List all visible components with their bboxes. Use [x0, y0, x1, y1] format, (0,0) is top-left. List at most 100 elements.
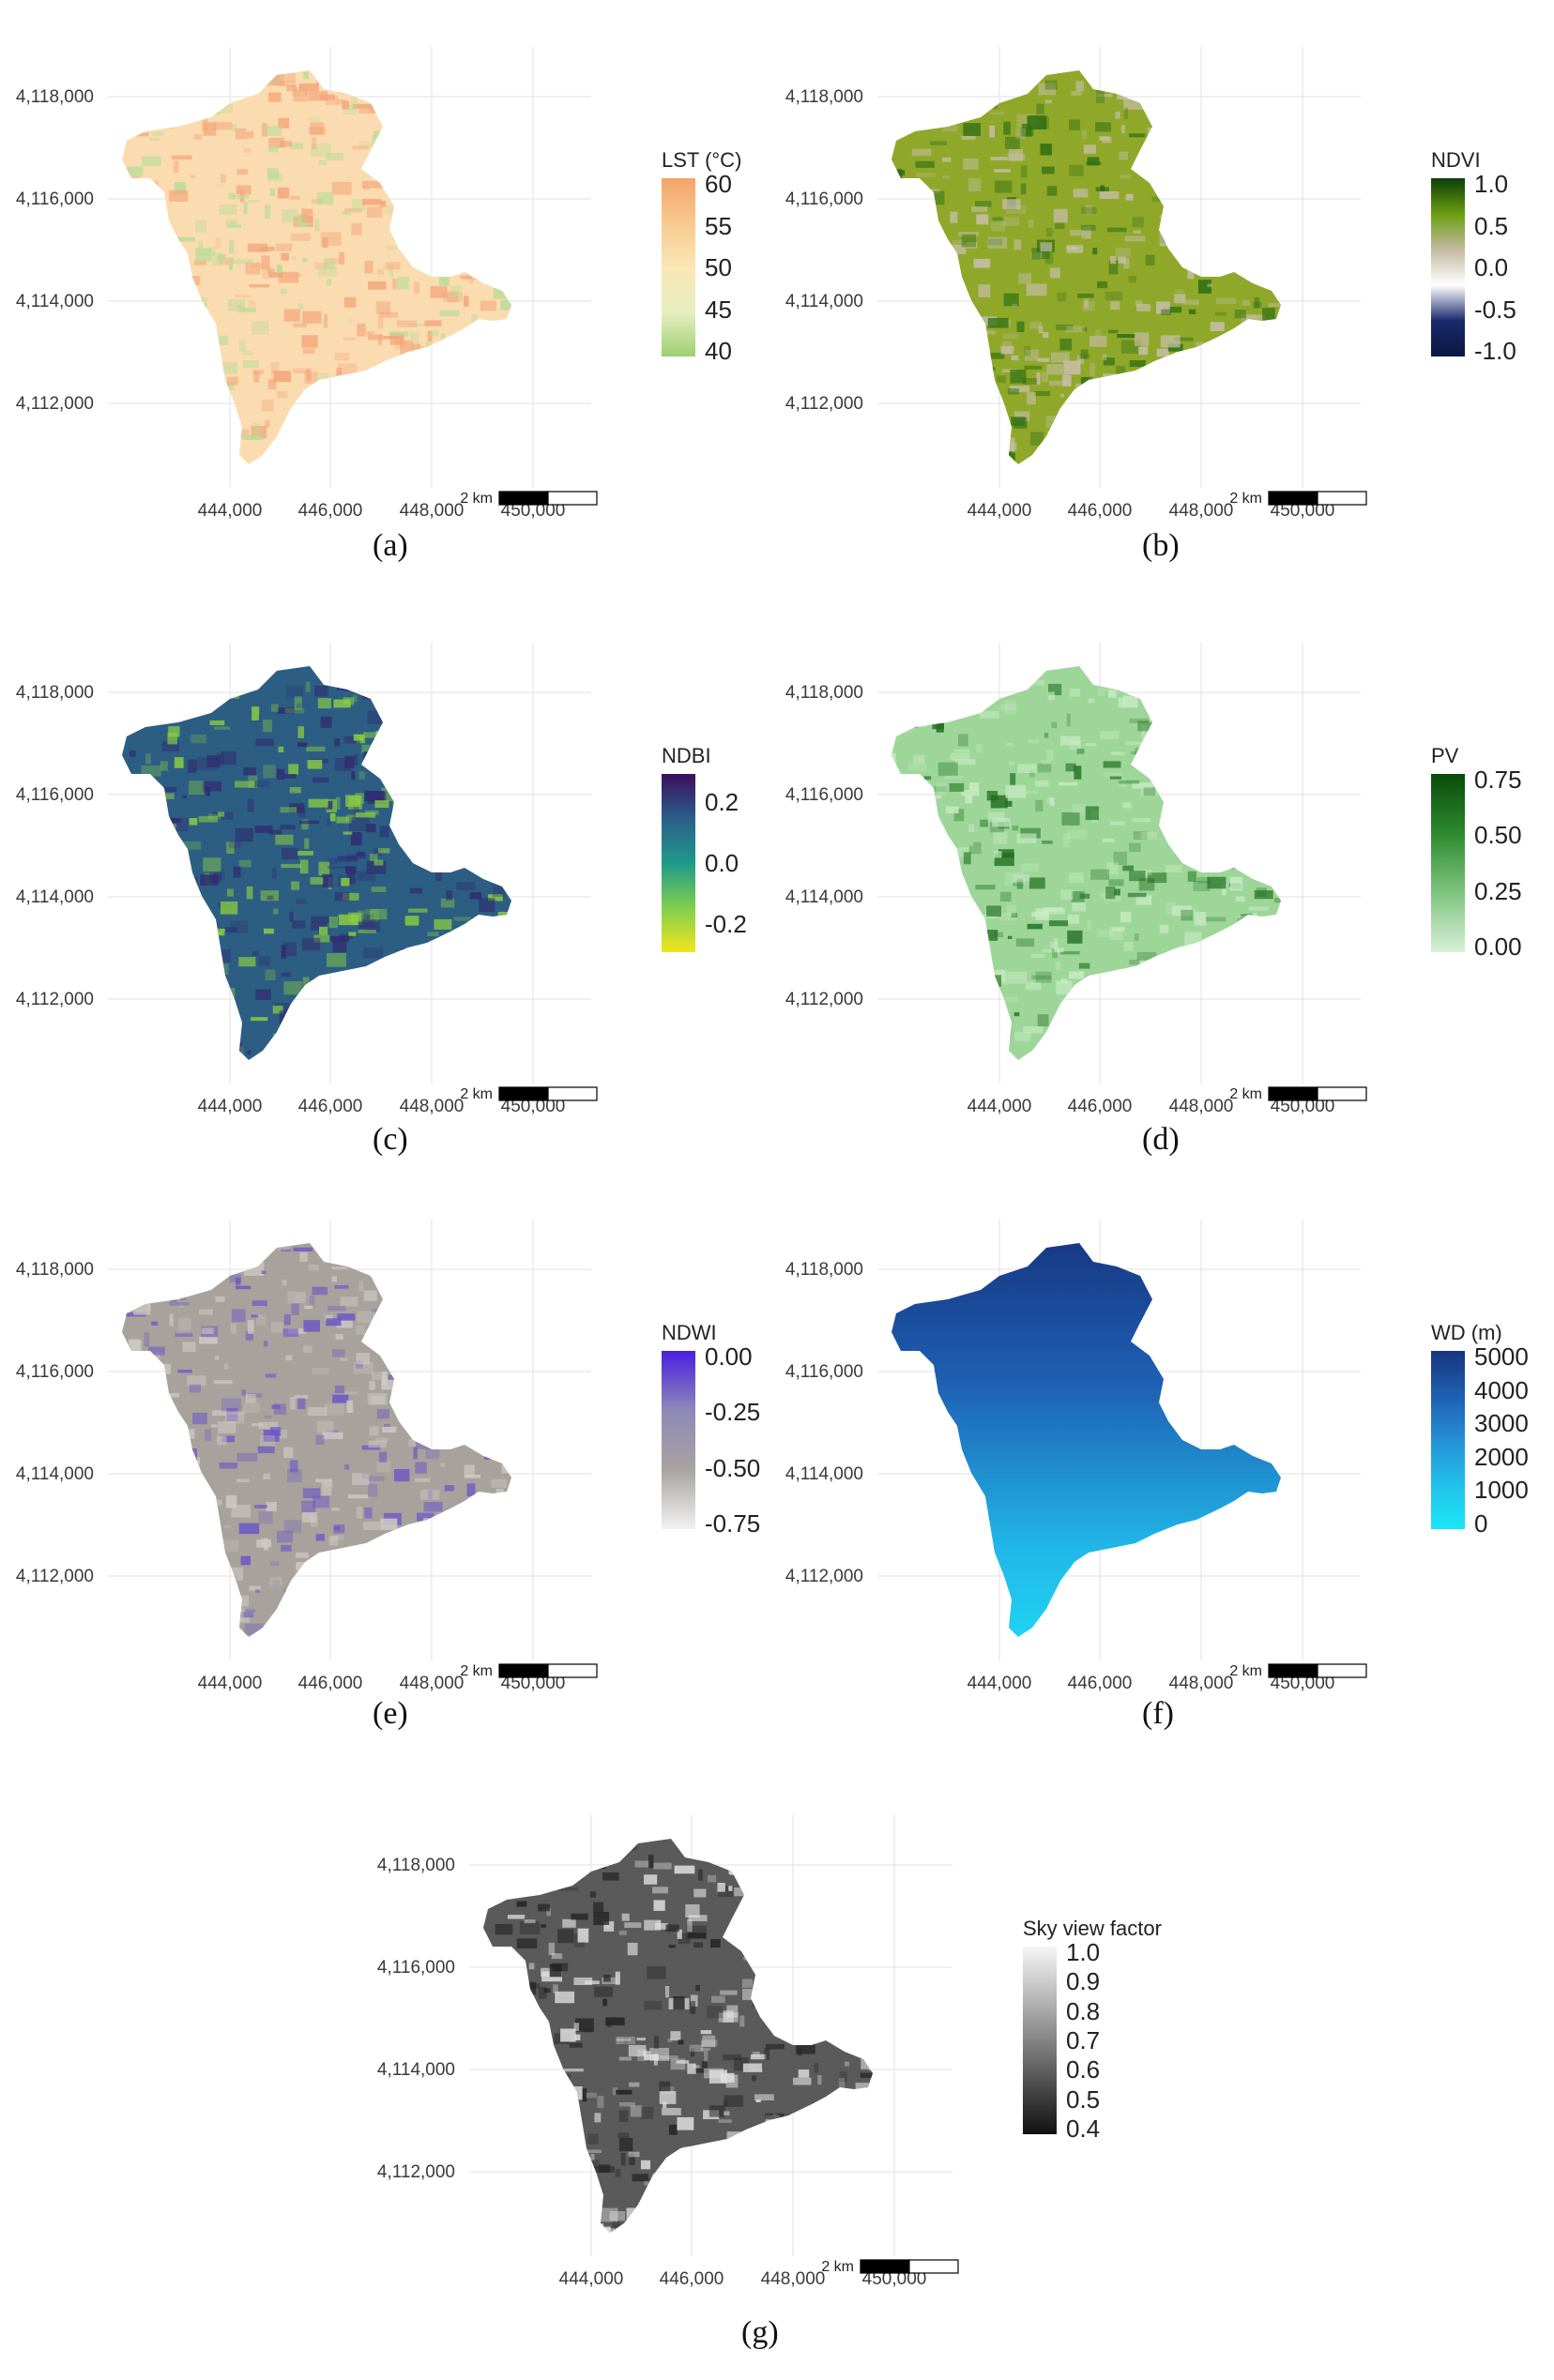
legend-color-bar [662, 774, 695, 952]
x-tick-label: 444,000 [967, 1674, 1032, 1693]
scale-bar: 2 km [460, 491, 598, 507]
y-tick-label: 4,114,000 [377, 2060, 455, 2080]
legend-title: LST (°C) [662, 148, 742, 172]
map-plot-b: 4,118,000 4,116,000 4,114,000 4,112,000 444,… [785, 47, 1367, 521]
y-tick-label: 4,116,000 [785, 785, 863, 805]
map-plot-f: 4,118,000 4,116,000 4,114,000 4,112,000 444,… [785, 1220, 1367, 1693]
legend-c: NDBI 0.2 0.0 -0.2 [662, 744, 747, 952]
y-tick-label: 4,112,000 [785, 1567, 863, 1586]
y-tick-label: 4,118,000 [16, 683, 94, 703]
y-tick-label: 4,116,000 [785, 1362, 863, 1382]
legend-label: 0.2 [705, 788, 739, 816]
legend-title: NDWI [662, 1321, 717, 1344]
y-tick-label: 4,116,000 [16, 1362, 94, 1382]
y-tick-label: 4,114,000 [785, 1464, 863, 1484]
x-tick-label: 450,000 [1271, 501, 1335, 521]
x-tick-label: 450,000 [862, 2269, 927, 2289]
scale-bar-label: 2 km [460, 1086, 493, 1102]
map-raster-e [122, 1243, 511, 1637]
legend-label: 0.8 [1066, 1996, 1101, 2025]
legend-label: -1.0 [1474, 337, 1516, 365]
x-tick-label: 450,000 [501, 501, 566, 521]
y-tick-label: 4,112,000 [16, 1567, 94, 1586]
y-tick-label: 4,112,000 [377, 2162, 455, 2182]
y-tick-label: 4,118,000 [785, 1260, 863, 1280]
legend-label: 0.5 [1066, 2084, 1101, 2114]
legend-color-bar [1431, 178, 1465, 356]
legend-label: 0.5 [1474, 211, 1509, 240]
map-panel-e: 4,118,000 4,116,000 4,114,000 4,112,000 444,… [0, 1210, 760, 1773]
map-raster-d [891, 666, 1281, 1060]
map-plot-e: 4,118,000 4,116,000 4,114,000 4,112,000 444,… [16, 1220, 598, 1693]
map-raster-g [483, 1839, 873, 2233]
legend-label: 50 [705, 253, 732, 281]
x-tick-label: 450,000 [501, 1674, 566, 1693]
legend-title: NDBI [662, 744, 711, 767]
legend-label: 1.0 [1474, 170, 1509, 198]
scale-bar: 2 km [460, 1086, 598, 1102]
legend-label: 0.6 [1066, 2055, 1101, 2084]
x-tick-label: 444,000 [198, 501, 263, 521]
legend-title: PV [1431, 744, 1459, 767]
panel-caption-c: (c) [373, 1122, 408, 1157]
legend-label: 45 [705, 295, 732, 324]
map-plot-d: 4,118,000 4,116,000 4,114,000 4,112,000 444,… [785, 643, 1367, 1116]
map-panel-a: 4,118,000 4,116,000 4,114,000 4,112,000 444,… [0, 38, 741, 600]
x-tick-label: 444,000 [967, 1097, 1032, 1116]
y-tick-label: 4,118,000 [16, 87, 94, 107]
x-tick-label: 448,000 [400, 501, 465, 521]
legend-b: NDVI 1.0 0.5 0.0 -0.5 -1.0 [1431, 148, 1516, 363]
x-tick-label: 444,000 [198, 1097, 263, 1116]
y-tick-label: 4,114,000 [16, 1464, 94, 1484]
legend-f: WD (m) 5000 4000 3000 2000 1000 0 [1431, 1321, 1529, 1536]
panel-caption-g: (g) [741, 2315, 779, 2350]
legend-title: Sky view factor [1023, 1917, 1162, 1940]
legend-title: WD (m) [1431, 1321, 1502, 1344]
scale-bar: 2 km [460, 1663, 598, 1679]
map-panel-g: 4,118,000 4,116,000 4,114,000 4,112,000 444,… [361, 1806, 1162, 2369]
x-tick-label: 450,000 [1271, 1097, 1335, 1116]
legend-label: 0 [1474, 1509, 1488, 1538]
legend-a: LST (°C) 60 55 50 45 40 [662, 148, 742, 363]
y-tick-label: 4,118,000 [377, 1856, 455, 1875]
y-tick-label: 4,118,000 [16, 1260, 94, 1280]
scale-bar-label: 2 km [460, 491, 493, 507]
x-tick-label: 448,000 [761, 2269, 826, 2289]
scale-bar-label: 2 km [821, 2259, 854, 2275]
map-plot-c: 4,118,000 4,116,000 4,114,000 4,112,000 444,… [16, 643, 598, 1116]
legend-color-bar [1431, 1351, 1465, 1529]
legend-color-bar [662, 1351, 695, 1529]
scale-bar-label: 2 km [1229, 491, 1262, 507]
legend-g: Sky view factor 1.0 0.9 0.8 0.7 0.6 0.5 0.4 [1023, 1917, 1162, 2141]
x-tick-label: 448,000 [1169, 501, 1234, 521]
x-tick-label: 448,000 [1169, 1097, 1234, 1116]
x-tick-label: 448,000 [400, 1097, 465, 1116]
x-tick-label: 448,000 [400, 1674, 465, 1693]
legend-label: 5000 [1474, 1342, 1529, 1371]
legend-label: -0.50 [705, 1453, 761, 1482]
legend-label: 0.75 [1474, 766, 1522, 794]
legend-label: -0.5 [1474, 295, 1516, 324]
legend-label: 60 [705, 170, 732, 198]
x-tick-label: 446,000 [298, 1097, 363, 1116]
y-tick-label: 4,114,000 [785, 887, 863, 907]
scale-bar: 2 km [1229, 491, 1367, 507]
y-tick-label: 4,118,000 [785, 683, 863, 703]
scale-bar: 2 km [821, 2259, 959, 2275]
y-tick-label: 4,112,000 [16, 990, 94, 1009]
scale-bar-label: 2 km [1229, 1663, 1262, 1679]
legend-label: 0.00 [705, 1342, 753, 1371]
map-panel-b: 4,118,000 4,116,000 4,114,000 4,112,000 444,… [769, 38, 1516, 600]
panel-caption-a: (a) [373, 528, 408, 563]
legend-label: 0.50 [1474, 821, 1522, 850]
panel-caption-f: (f) [1142, 1696, 1174, 1731]
y-tick-label: 4,116,000 [785, 189, 863, 209]
legend-label: 40 [705, 337, 732, 365]
y-tick-label: 4,114,000 [785, 292, 863, 311]
legend-label: 0.9 [1066, 1967, 1101, 1996]
legend-label: 2000 [1474, 1442, 1529, 1471]
y-tick-label: 4,112,000 [16, 394, 94, 414]
y-tick-label: 4,116,000 [16, 785, 94, 805]
x-tick-label: 446,000 [1068, 1674, 1133, 1693]
map-plot-g: 4,118,000 4,116,000 4,114,000 4,112,000 444,… [377, 1815, 959, 2289]
